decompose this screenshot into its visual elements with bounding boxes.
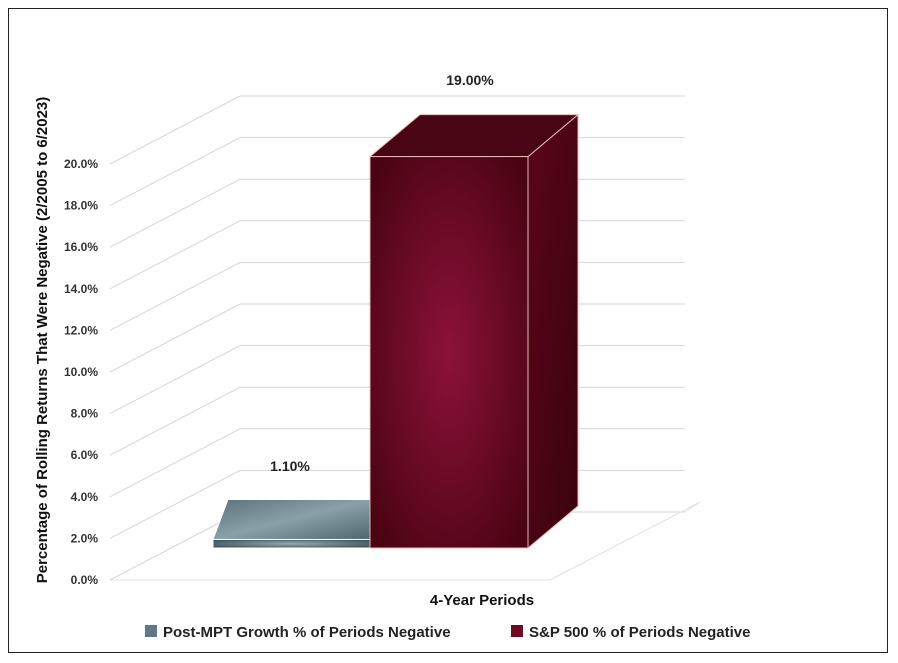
y-tick-label: 16.0% [64,240,98,254]
y-tick-label: 14.0% [64,282,98,296]
data-label-post-mpt: 1.10% [270,458,310,474]
legend-label-post-mpt: Post-MPT Growth % of Periods Negative [163,624,451,641]
y-axis-title: Percentage of Rolling Returns That Were … [34,97,51,584]
gridline-diagonal [109,220,241,290]
legend-swatch-sp500 [511,625,523,637]
y-tick-label: 12.0% [64,323,98,337]
gridline-diagonal [109,178,241,248]
gridline-diagonal [109,137,241,207]
y-tick-label: 10.0% [64,365,98,379]
y-tick-label: 18.0% [64,199,98,213]
gridline-diagonal [109,303,241,373]
y-tick-label: 8.0% [71,407,99,421]
gridline-diagonal [109,386,241,456]
bar-post-mpt [212,538,371,549]
bars [212,113,580,550]
data-label-sp500: 19.00% [446,72,494,88]
floor-outline [110,501,701,581]
y-tick-label: 4.0% [71,490,99,504]
bar-sp500-side [527,113,579,550]
bar-post-mpt-top [212,498,371,540]
y-tick-label: 6.0% [71,448,99,462]
gridline-diagonal [109,95,241,165]
y-tick-label: 2.0% [71,531,99,545]
legend-label-sp500: S&P 500 % of Periods Negative [529,624,750,641]
data-labels: 1.10% 19.00% [270,72,494,474]
gridline-diagonal [109,345,241,415]
gridline-diagonal [109,469,241,539]
gridline-diagonal [109,261,241,331]
legend: Post-MPT Growth % of Periods Negative S&… [145,624,750,641]
bar-sp500 [369,156,529,549]
gridline-diagonal [109,511,241,581]
legend-swatch-post-mpt [145,625,157,637]
y-tick-label: 20.0% [64,157,98,171]
y-axis-ticks: 0.0% 2.0% 4.0% 6.0% 8.0% 10.0% 12.0% 14.0% 16.0%… [64,157,98,587]
y-tick-label: 0.0% [71,573,99,587]
gridline-diagonal [109,428,241,498]
chart-frame [8,8,888,653]
x-axis-title: 4-Year Periods [430,592,534,609]
